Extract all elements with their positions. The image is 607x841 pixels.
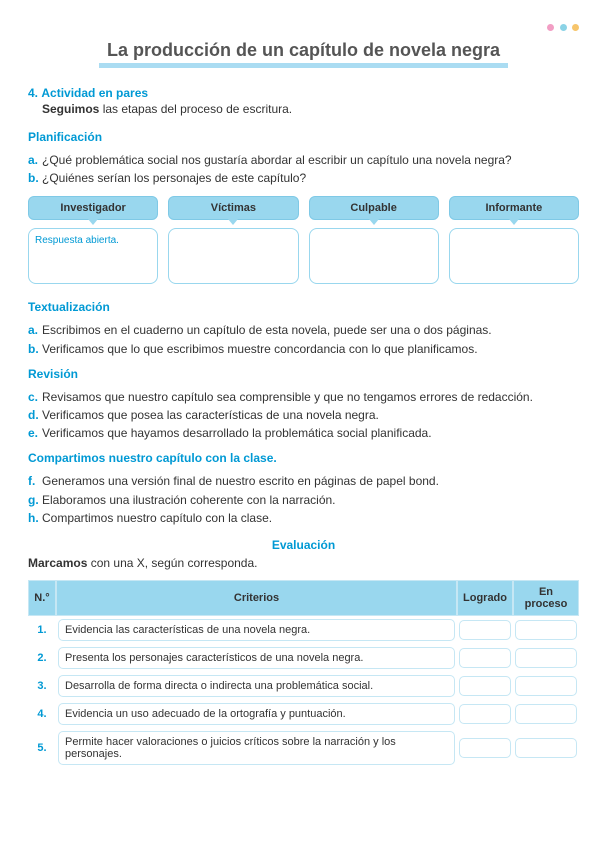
dot-icon [547, 24, 554, 31]
item-text: Escribimos en el cuaderno un capítulo de… [42, 323, 492, 337]
item-text: ¿Qué problemática social nos gustaría ab… [42, 153, 512, 167]
list-item: g.Elaboramos una ilustración coherente c… [28, 492, 579, 508]
item-text: ¿Quiénes serían los personajes de este c… [42, 171, 306, 185]
th-proceso: En proceso [513, 580, 579, 616]
marker-a: a. [28, 322, 42, 338]
th-criterios: Criterios [56, 580, 457, 616]
answer-box[interactable]: Respuesta abierta. [28, 228, 158, 284]
page-title: La producción de un capítulo de novela n… [99, 40, 508, 68]
answer-box[interactable] [449, 228, 579, 284]
marker-d: d. [28, 407, 42, 423]
list-item: a.¿Qué problemática social nos gustaría … [28, 152, 579, 168]
item-text: Elaboramos una ilustración coherente con… [42, 493, 336, 507]
list-item: d.Verificamos que posea las característi… [28, 407, 579, 423]
row-criterion: Permite hacer valoraciones o juicios crí… [56, 728, 457, 768]
mark-instruction: Marcamos con una X, según corresponda. [28, 556, 579, 570]
list-item: c.Revisamos que nuestro capítulo sea com… [28, 389, 579, 405]
row-number: 5. [28, 728, 56, 768]
subline-bold: Seguimos [42, 102, 99, 116]
marker-h: h. [28, 510, 42, 526]
th-numero: N.° [28, 580, 56, 616]
activity-label: Actividad en pares [41, 86, 148, 100]
answer-box[interactable] [168, 228, 298, 284]
role-tab-investigador: Investigador [28, 196, 158, 220]
marker-b: b. [28, 170, 42, 186]
dot-icon [560, 24, 567, 31]
row-criterion: Evidencia un uso adecuado de la ortograf… [56, 700, 457, 728]
list-item: b.Verificamos que lo que escribimos mues… [28, 341, 579, 357]
row-criterion: Evidencia las características de una nov… [56, 616, 457, 644]
marker-f: f. [28, 473, 42, 489]
activity-subline: Seguimos las etapas del proceso de escri… [42, 102, 579, 116]
item-text: Verificamos que hayamos desarrollado la … [42, 426, 432, 440]
item-text: Compartimos nuestro capítulo con la clas… [42, 511, 272, 525]
list-item: e.Verificamos que hayamos desarrollado l… [28, 425, 579, 441]
row-logrado-cell[interactable] [457, 616, 513, 644]
row-proceso-cell[interactable] [513, 644, 579, 672]
marker-a: a. [28, 152, 42, 168]
row-logrado-cell[interactable] [457, 644, 513, 672]
dot-icon [572, 24, 579, 31]
role-tab-informante: Informante [449, 196, 579, 220]
list-item: f.Generamos una versión final de nuestro… [28, 473, 579, 489]
answer-boxes: Respuesta abierta. [28, 228, 579, 284]
row-proceso-cell[interactable] [513, 616, 579, 644]
table-row: 3.Desarrolla de forma directa o indirect… [28, 672, 579, 700]
row-logrado-cell[interactable] [457, 672, 513, 700]
section-evaluacion: Evaluación [28, 538, 579, 552]
table-row: 4.Evidencia un uso adecuado de la ortogr… [28, 700, 579, 728]
list-item: a.Escribimos en el cuaderno un capítulo … [28, 322, 579, 338]
table-row: 5.Permite hacer valoraciones o juicios c… [28, 728, 579, 768]
role-tab-culpable: Culpable [309, 196, 439, 220]
activity-heading: 4. Actividad en pares [28, 86, 579, 100]
subline-rest: las etapas del proceso de escritura. [99, 102, 292, 116]
row-number: 4. [28, 700, 56, 728]
decorative-dots [28, 20, 579, 34]
row-proceso-cell[interactable] [513, 728, 579, 768]
item-text: Verificamos que lo que escribimos muestr… [42, 342, 478, 356]
marker-e: e. [28, 425, 42, 441]
section-textualizacion: Textualización [28, 300, 579, 314]
list-item: b.¿Quiénes serían los personajes de este… [28, 170, 579, 186]
section-planificacion: Planificación [28, 130, 579, 144]
row-number: 1. [28, 616, 56, 644]
row-proceso-cell[interactable] [513, 700, 579, 728]
mark-bold: Marcamos [28, 556, 87, 570]
table-header-row: N.° Criterios Logrado En proceso [28, 580, 579, 616]
marker-g: g. [28, 492, 42, 508]
marker-b: b. [28, 341, 42, 357]
section-revision: Revisión [28, 367, 579, 381]
activity-number: 4. [28, 86, 38, 100]
row-logrado-cell[interactable] [457, 700, 513, 728]
table-body: 1.Evidencia las características de una n… [28, 616, 579, 768]
role-tab-victimas: Víctimas [168, 196, 298, 220]
section-publicacion: Compartimos nuestro capítulo con la clas… [28, 451, 579, 465]
item-text: Revisamos que nuestro capítulo sea compr… [42, 390, 533, 404]
row-logrado-cell[interactable] [457, 728, 513, 768]
row-number: 3. [28, 672, 56, 700]
evaluation-table: N.° Criterios Logrado En proceso 1.Evide… [28, 580, 579, 768]
row-proceso-cell[interactable] [513, 672, 579, 700]
row-number: 2. [28, 644, 56, 672]
page-title-wrap: La producción de un capítulo de novela n… [28, 40, 579, 68]
mark-rest: con una X, según corresponda. [87, 556, 257, 570]
marker-c: c. [28, 389, 42, 405]
item-text: Verificamos que posea las característica… [42, 408, 379, 422]
table-row: 2.Presenta los personajes característico… [28, 644, 579, 672]
th-logrado: Logrado [457, 580, 513, 616]
table-row: 1.Evidencia las características de una n… [28, 616, 579, 644]
row-criterion: Presenta los personajes característicos … [56, 644, 457, 672]
list-item: h.Compartimos nuestro capítulo con la cl… [28, 510, 579, 526]
item-text: Generamos una versión final de nuestro e… [42, 474, 439, 488]
answer-box[interactable] [309, 228, 439, 284]
row-criterion: Desarrolla de forma directa o indirecta … [56, 672, 457, 700]
role-tabs: Investigador Víctimas Culpable Informant… [28, 196, 579, 220]
